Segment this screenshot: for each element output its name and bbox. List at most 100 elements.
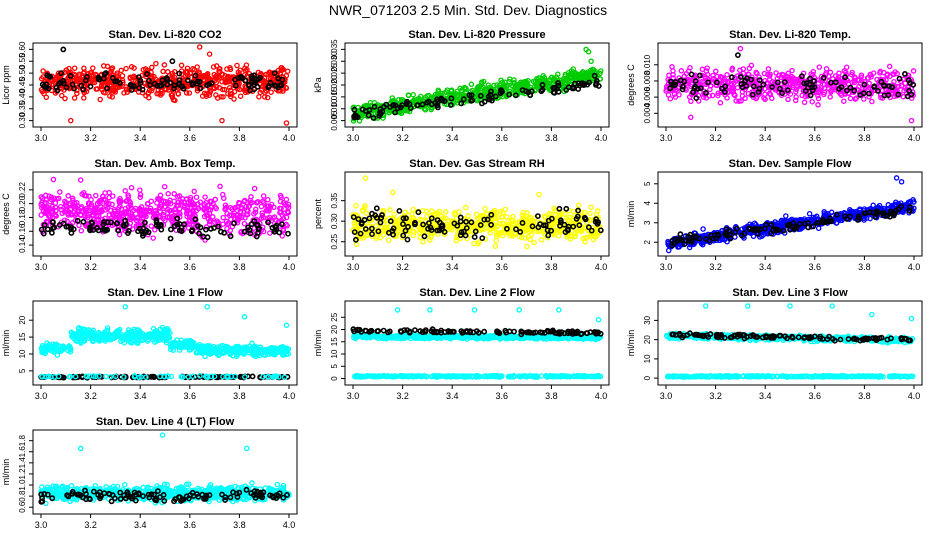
x-tick-label: 3.2	[709, 262, 722, 272]
data-point	[183, 68, 190, 75]
data-point	[787, 226, 793, 233]
data-point	[226, 84, 233, 91]
x-tick-label: 3.2	[84, 262, 97, 272]
data-point	[738, 98, 744, 104]
data-point	[885, 92, 892, 98]
data-point	[777, 85, 783, 92]
x-tick-label: 3.6	[809, 262, 822, 272]
data-point	[399, 102, 406, 108]
data-point	[466, 92, 473, 99]
data-point	[869, 98, 875, 105]
data-point	[674, 87, 680, 94]
data-point	[51, 195, 57, 201]
data-point	[212, 196, 219, 203]
data-point	[58, 70, 64, 76]
data-point	[849, 71, 855, 78]
data-point	[362, 175, 369, 181]
data-point	[754, 70, 760, 77]
data-point	[737, 74, 744, 80]
x-tick-label: 3.0	[35, 391, 48, 401]
data-point	[448, 87, 455, 93]
data-point	[203, 224, 210, 230]
data-point	[593, 78, 600, 84]
data-point	[266, 69, 273, 75]
data-point	[271, 82, 278, 89]
data-point	[750, 94, 757, 101]
x-tick-label: 3.8	[858, 262, 871, 272]
y-tick-label: 0.010	[643, 54, 652, 75]
data-point	[109, 94, 116, 100]
data-point	[171, 85, 177, 92]
data-point	[115, 227, 122, 234]
data-point	[816, 64, 823, 70]
data-point	[420, 239, 426, 245]
data-point	[100, 75, 107, 82]
data-point	[588, 58, 594, 65]
data-point	[524, 210, 530, 216]
data-point	[697, 72, 703, 79]
data-point	[587, 210, 593, 217]
data-point	[207, 225, 214, 232]
data-point	[71, 65, 78, 71]
data-point	[816, 77, 822, 83]
data-point	[683, 237, 689, 244]
data-point	[485, 82, 492, 88]
data-point	[499, 214, 505, 220]
data-point	[202, 194, 208, 200]
data-point	[370, 115, 377, 121]
data-point	[871, 84, 877, 90]
data-point	[853, 95, 860, 101]
data-point	[827, 94, 833, 100]
data-point	[184, 77, 191, 84]
y-tick-label: 0.015	[330, 86, 339, 107]
x-tick-label: 3.2	[84, 391, 97, 401]
y-tick-label: 0.50	[18, 65, 27, 81]
x-tick-label: 3.6	[184, 262, 197, 272]
data-point	[715, 92, 721, 99]
data-point	[164, 76, 171, 83]
data-point	[52, 77, 59, 83]
data-point	[669, 81, 675, 88]
data-point	[815, 80, 822, 87]
data-point	[732, 234, 738, 240]
data-point	[77, 177, 84, 183]
data-point	[387, 207, 393, 213]
data-point	[268, 89, 274, 95]
data-point	[870, 70, 877, 76]
data-point	[187, 70, 194, 77]
data-point	[79, 74, 85, 80]
data-point	[216, 66, 223, 72]
data-point	[147, 82, 153, 88]
plot-title: Stan. Dev. Li-820 Temp.	[729, 29, 851, 41]
data-point	[60, 46, 67, 53]
data-point	[849, 69, 855, 76]
y-tick-label: 0.30	[330, 213, 339, 229]
data-point	[891, 84, 898, 90]
data-point	[415, 209, 422, 216]
data-point	[121, 90, 127, 96]
data-point	[878, 78, 885, 85]
data-point	[117, 80, 123, 86]
data-point	[106, 212, 113, 218]
data-point	[257, 71, 264, 78]
data-point	[441, 98, 448, 104]
x-tick-label: 3.0	[660, 133, 673, 143]
data-point	[58, 206, 64, 213]
data-point	[737, 45, 744, 52]
data-point	[95, 76, 102, 83]
data-point	[502, 79, 508, 85]
data-point	[196, 44, 203, 50]
data-point	[471, 234, 478, 240]
data-point	[809, 98, 815, 105]
data-point	[724, 72, 730, 78]
data-point	[717, 100, 724, 106]
data-point	[493, 237, 499, 244]
data-point	[186, 90, 193, 96]
data-point	[461, 86, 468, 92]
data-point	[242, 215, 248, 221]
data-point	[246, 203, 253, 209]
data-point	[94, 86, 101, 92]
data-point	[123, 86, 130, 92]
data-point	[892, 69, 898, 75]
data-point	[386, 106, 393, 113]
